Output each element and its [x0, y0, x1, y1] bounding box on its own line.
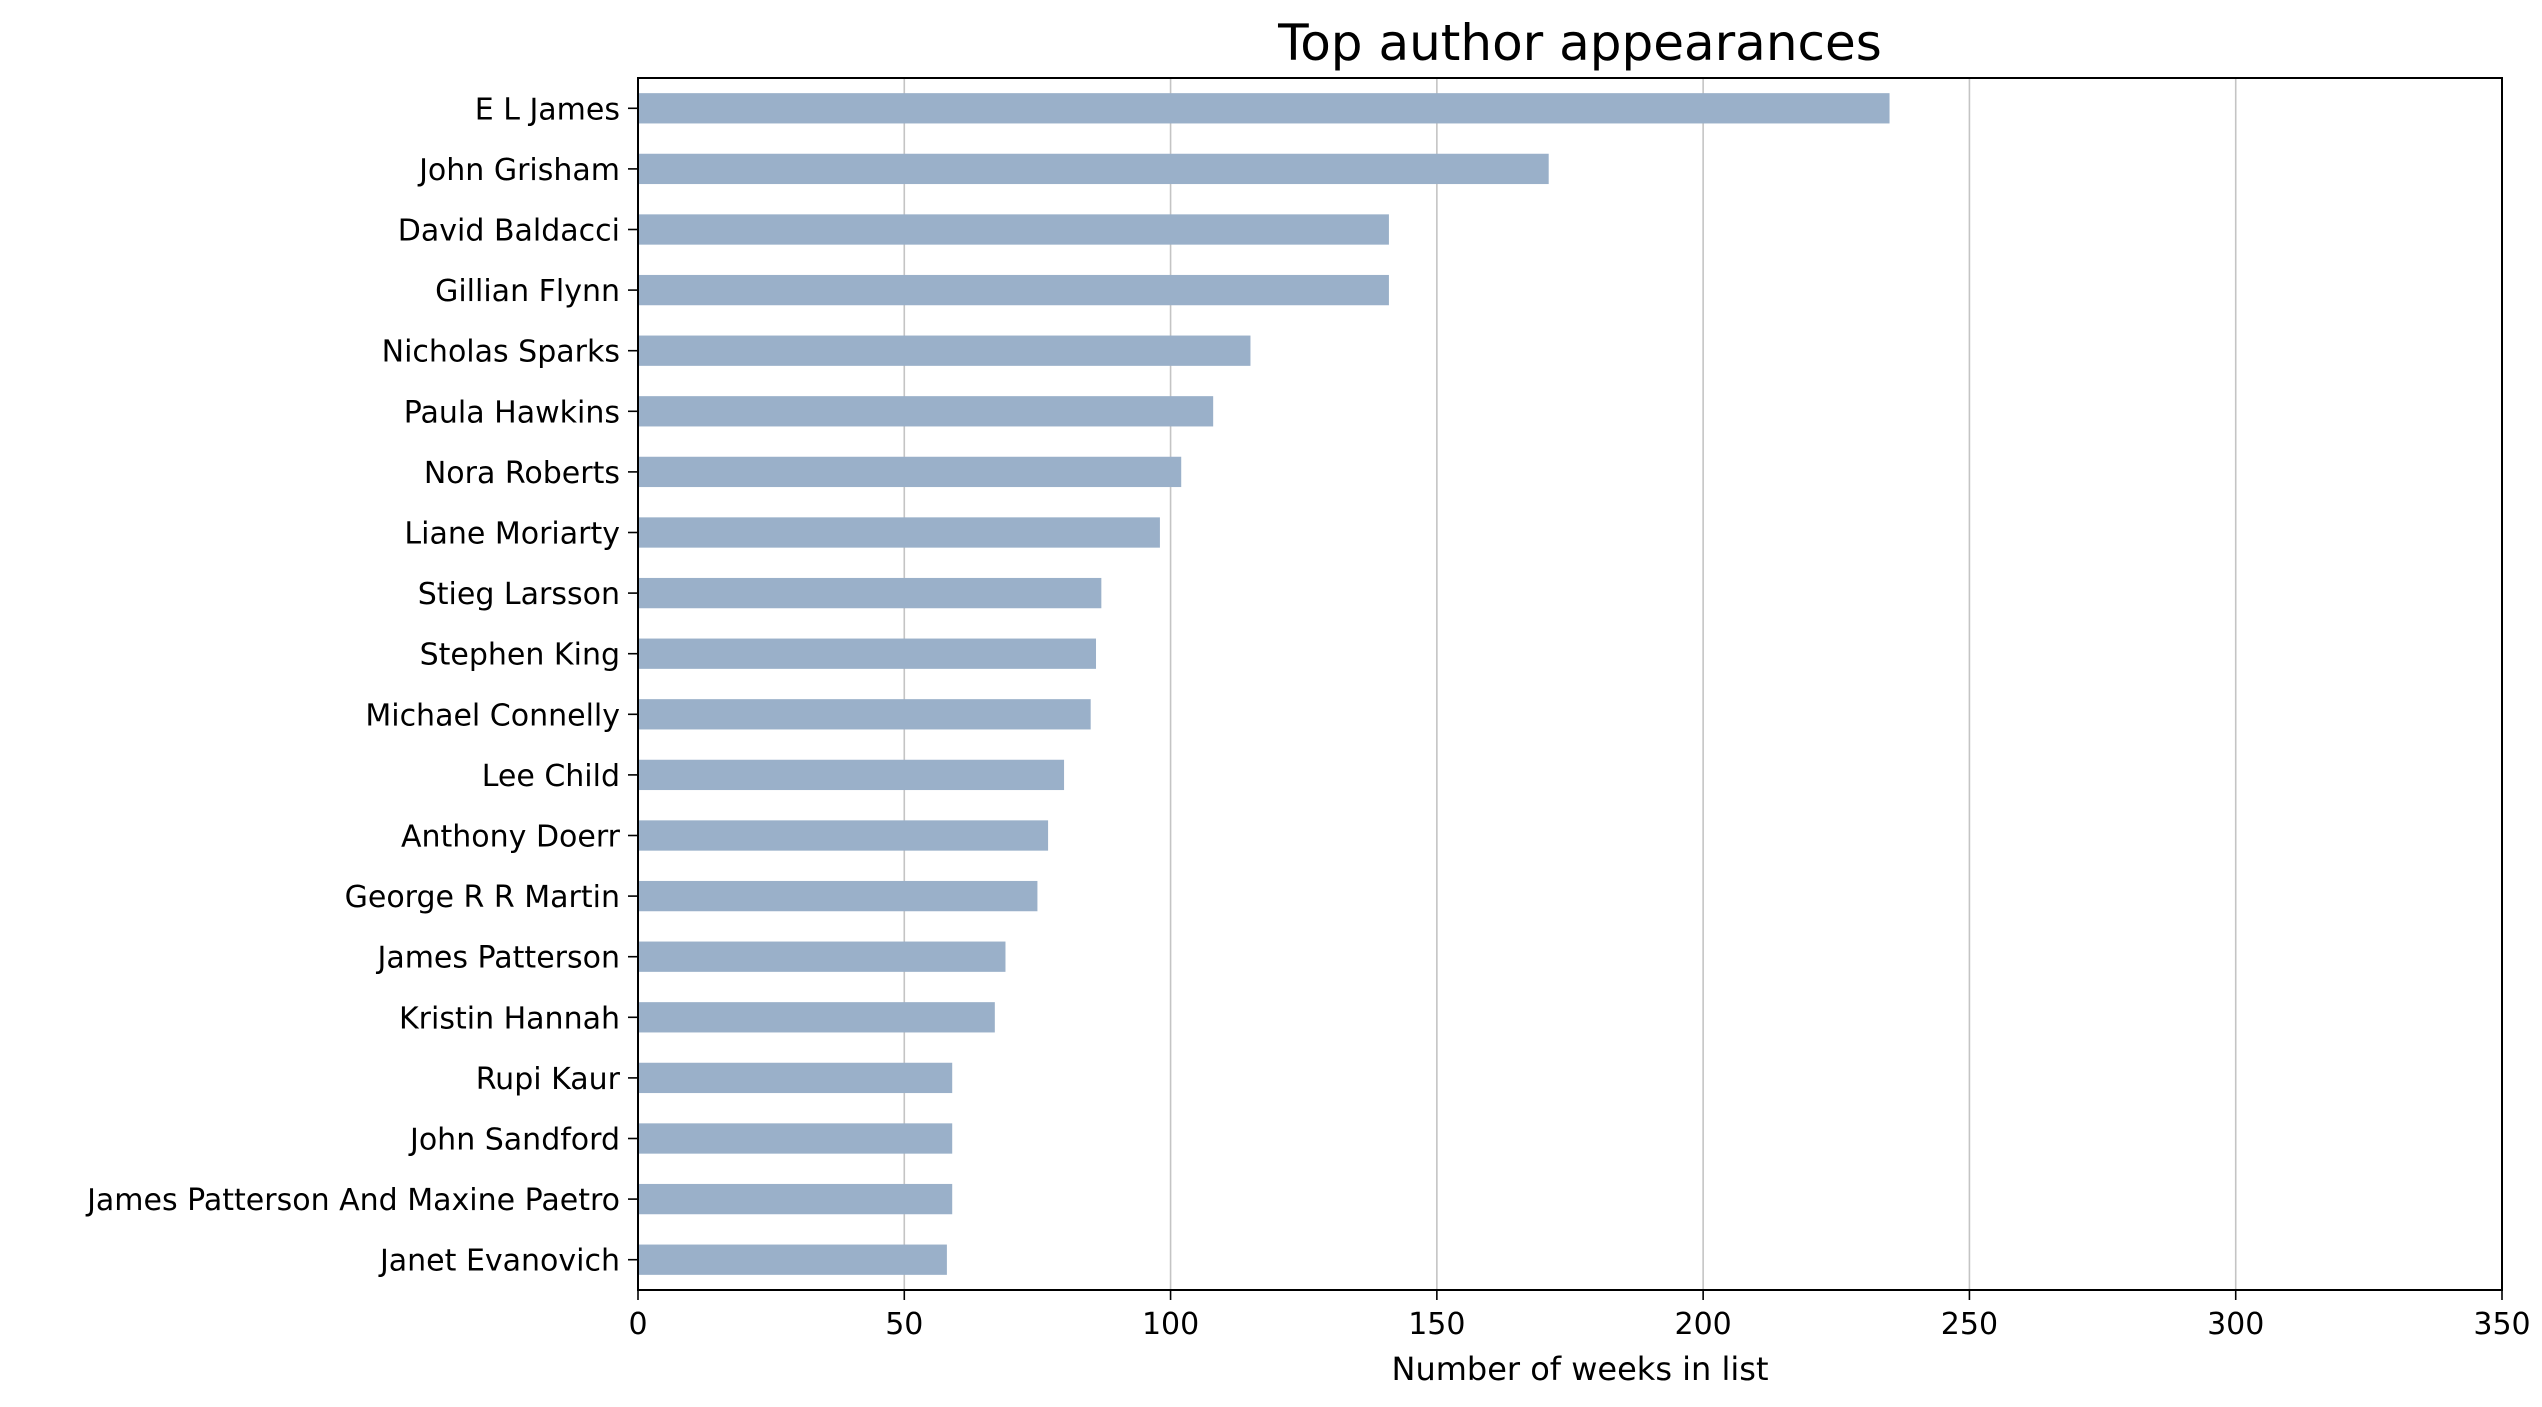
bar — [638, 153, 1549, 185]
bar — [638, 517, 1160, 548]
x-axis-label: Number of weeks in list — [1392, 1350, 1769, 1388]
y-tick-label: Anthony Doerr — [401, 820, 621, 855]
y-tick-label: James Patterson — [375, 941, 620, 976]
bar — [638, 456, 1182, 488]
y-tick-label: Janet Evanovich — [378, 1244, 620, 1279]
bar — [638, 577, 1102, 609]
y-tick-label: Lee Child — [482, 759, 620, 794]
x-tick-label: 200 — [1675, 1307, 1732, 1342]
bar — [638, 880, 1038, 912]
y-tick-label: George R R Martin — [345, 880, 620, 915]
bar — [638, 335, 1251, 366]
y-tick-label: Liane Moriarty — [404, 517, 620, 552]
bar — [638, 274, 1389, 306]
x-tick-label: 0 — [628, 1307, 647, 1342]
y-tick-label: Paula Hawkins — [404, 395, 620, 430]
y-tick-label: Nicholas Sparks — [382, 335, 620, 370]
y-tick-label: David Baldacci — [398, 214, 620, 249]
bar — [638, 1123, 953, 1154]
y-tick-label: E L James — [475, 92, 620, 127]
x-tick-label: 100 — [1142, 1307, 1199, 1342]
bar — [638, 396, 1214, 427]
y-tick-label: Nora Roberts — [424, 456, 620, 491]
y-tick-label: Rupi Kaur — [476, 1062, 621, 1097]
y-tick-label: Stieg Larsson — [418, 577, 620, 612]
bar — [638, 93, 1890, 124]
x-tick-label: 150 — [1408, 1307, 1465, 1342]
y-tick-label: John Sandford — [408, 1123, 620, 1158]
bar — [638, 699, 1091, 730]
y-tick-label: Kristin Hannah — [399, 1001, 620, 1036]
bar — [638, 1244, 947, 1275]
bar — [638, 214, 1389, 245]
y-tick-label: Gillian Flynn — [435, 274, 620, 309]
x-tick-label: 300 — [2207, 1307, 2264, 1342]
axes: E L James John Grisham David Baldacci Gilli… — [85, 77, 2531, 1342]
x-tick-label: 350 — [2473, 1307, 2530, 1342]
plot-frame — [637, 77, 2503, 1291]
bars — [638, 93, 1890, 1275]
y-tick-label: James Patterson And Maxine Paetro — [85, 1183, 620, 1218]
bar — [638, 1002, 995, 1033]
x-tick-label: 50 — [885, 1307, 923, 1342]
bar — [638, 1183, 953, 1215]
bar — [638, 820, 1049, 851]
bar — [638, 1062, 953, 1094]
chart-title: Top author appearances — [1277, 14, 1882, 72]
y-tick-label: Michael Connelly — [365, 698, 620, 733]
bar — [638, 638, 1097, 669]
y-tick-label: John Grisham — [417, 153, 620, 188]
y-tick-label: Stephen King — [420, 638, 620, 673]
bar — [638, 759, 1065, 791]
x-tick-label: 250 — [1941, 1307, 1998, 1342]
bar — [638, 941, 1006, 972]
